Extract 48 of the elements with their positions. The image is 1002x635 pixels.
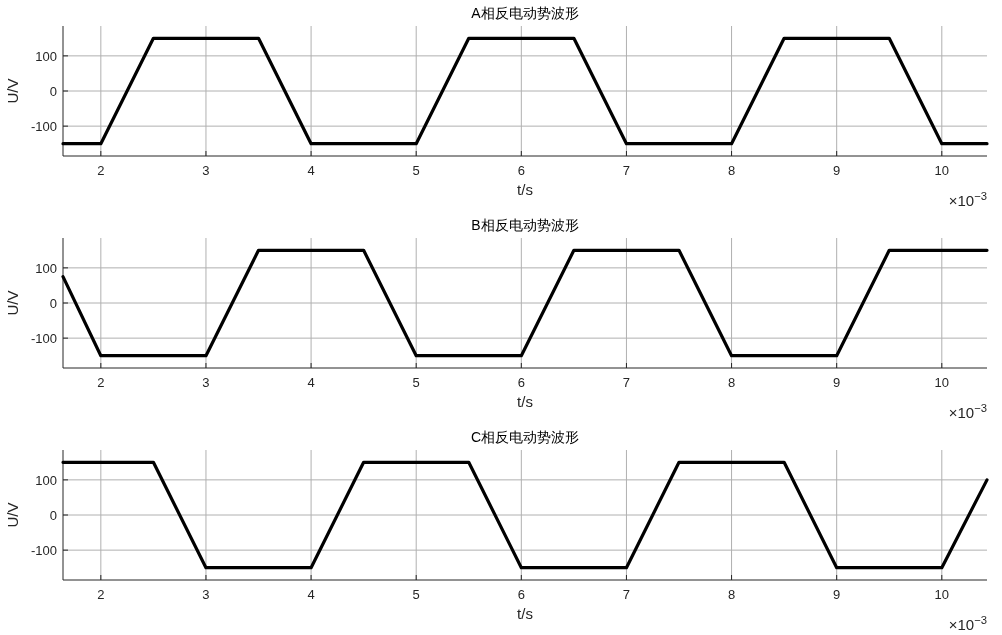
x-tick-label: 3 [202, 163, 210, 178]
y-axis-title: U/V [4, 290, 21, 316]
x-tick-label: 9 [833, 587, 841, 602]
y-tick-label: 100 [35, 48, 57, 64]
x-tick-label: 5 [412, 163, 420, 178]
y-tick-label: 100 [35, 472, 57, 488]
text: ×10$^{−3}$ [948, 190, 987, 209]
x-tick-label: 2 [97, 587, 105, 602]
chart-title: C相反电动势波形 [470, 429, 580, 445]
x-tick-label: 6 [517, 587, 525, 602]
text: ×10$^{−3}$ [948, 402, 987, 421]
x-tick-label: 3 [202, 587, 210, 602]
x-tick-label: 10 [934, 587, 950, 602]
y-tick-label: 0 [49, 296, 57, 311]
y-tick-label: 0 [49, 84, 57, 99]
chart-title: B相反电动势波形 [471, 217, 579, 233]
x-axis-title: t/s [517, 605, 533, 622]
y-tick-label: -100 [30, 331, 57, 347]
y-tick-label: 100 [35, 260, 57, 276]
x-tick-label: 9 [833, 375, 841, 390]
x-tick-label: 4 [307, 163, 315, 178]
x-tick-label: 8 [727, 587, 736, 602]
x-tick-label: 5 [412, 587, 420, 602]
x-tick-label: 7 [622, 375, 631, 390]
y-tick-label: -100 [30, 119, 57, 135]
x-tick-label: 2 [97, 163, 105, 178]
y-tick-label: 0 [49, 508, 57, 523]
y-axis-title: U/V [4, 78, 21, 104]
text: ×10$^{−3}$ [948, 614, 987, 633]
x-tick-label: 3 [202, 375, 210, 390]
x-tick-label: 10 [934, 163, 950, 178]
x-tick-label: 4 [307, 375, 315, 390]
y-tick-label: -100 [30, 543, 57, 559]
x-tick-label: 8 [727, 375, 736, 390]
x-tick-label: 5 [412, 375, 420, 390]
x-axis-title: t/s [517, 181, 533, 198]
x-tick-label: 6 [517, 163, 525, 178]
x-tick-label: 7 [622, 163, 631, 178]
x-tick-label: 7 [622, 587, 631, 602]
x-tick-label: 2 [97, 375, 105, 390]
x-tick-label: 10 [934, 375, 950, 390]
y-axis-title: U/V [4, 502, 21, 528]
x-tick-label: 6 [517, 375, 525, 390]
x-tick-label: 9 [833, 163, 841, 178]
x-tick-label: 8 [727, 163, 736, 178]
chart-title: A相反电动势波形 [471, 5, 579, 21]
x-axis-title: t/s [517, 393, 533, 410]
x-tick-label: 4 [307, 587, 315, 602]
